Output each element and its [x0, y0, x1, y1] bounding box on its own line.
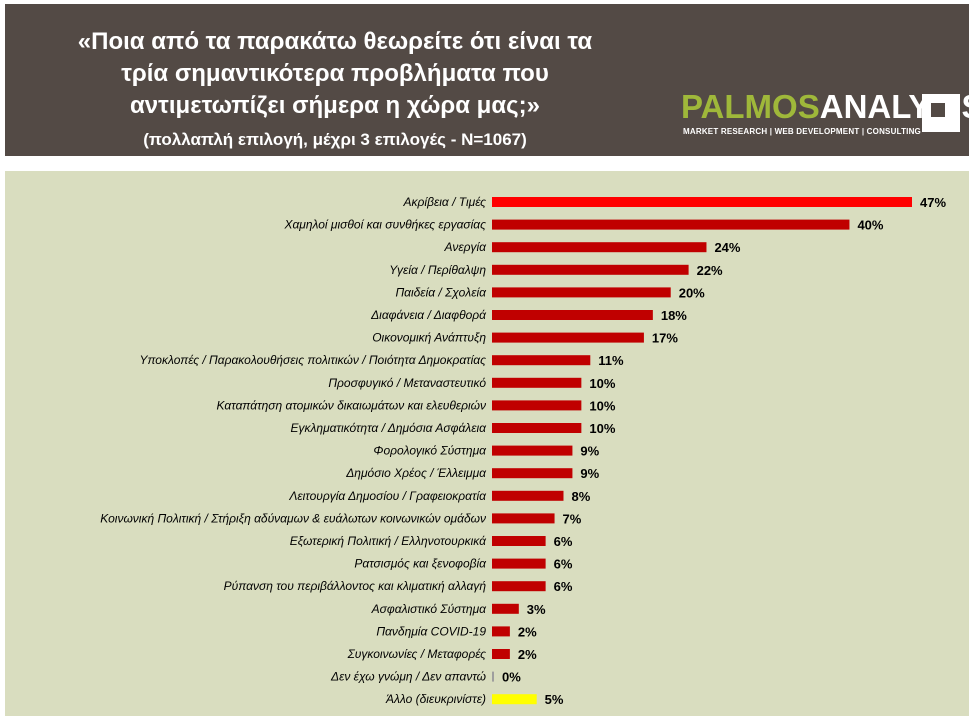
category-label: Ακρίβεια / Τιμές	[403, 195, 487, 209]
title-line-3: αντιμετωπίζει σήμερα η χώρα μας;»	[130, 92, 540, 119]
bar	[492, 603, 519, 614]
category-label: Διαφάνεια / Διαφθορά	[370, 308, 487, 322]
bar-chart: Ακρίβεια / Τιμές 47% Χαμηλοί μισθοί και συ…	[100, 195, 946, 707]
value-label: 9%	[580, 466, 599, 481]
value-label: 9%	[580, 444, 599, 459]
value-label: 10%	[589, 376, 615, 391]
value-label: 8%	[571, 489, 590, 504]
bar	[492, 536, 546, 546]
bar	[492, 197, 912, 207]
bar	[492, 332, 644, 343]
bar	[492, 468, 573, 479]
bar	[492, 694, 537, 705]
value-label: 5%	[545, 692, 564, 707]
value-label: 47%	[920, 195, 946, 210]
chart-subtitle: (πολλαπλή επιλογή, μέχρι 3 επιλογές - Ν=…	[143, 130, 527, 149]
value-label: 11%	[598, 353, 624, 368]
bar	[492, 445, 573, 456]
bar	[492, 626, 510, 637]
bar	[492, 581, 546, 592]
value-label: 3%	[527, 602, 546, 617]
category-label: Οικονομική Ανάπτυξη	[372, 331, 486, 345]
bar	[492, 219, 850, 230]
logo-tagline: MARKET RESEARCH | WEB DEVELOPMENT | CONS…	[683, 127, 921, 136]
category-label: Χαμηλοί μισθοί και συνθήκες εργασίας	[283, 218, 486, 232]
bar	[492, 649, 510, 659]
value-label: 0%	[502, 670, 521, 685]
value-label: 40%	[857, 218, 883, 233]
value-label: 6%	[554, 557, 573, 572]
value-label: 7%	[563, 511, 582, 526]
bar	[492, 490, 564, 501]
palmos-analysis-logo: PALMOSANALYSIS MARKET RESEARCH | WEB DEV…	[681, 88, 973, 140]
category-label: Άλλο (διευκρινίστε)	[385, 692, 486, 706]
bar	[492, 264, 689, 275]
value-label: 6%	[554, 579, 573, 594]
value-label: 10%	[589, 398, 615, 413]
bar	[492, 558, 546, 569]
bar	[492, 377, 582, 388]
category-label: Δημόσιο Χρέος / Έλλειμμα	[345, 466, 487, 480]
value-label: 20%	[679, 285, 705, 300]
bar	[492, 310, 653, 320]
bar	[492, 287, 671, 298]
category-label: Καταπάτηση ατομικών δικαιωμάτων και ελευ…	[217, 398, 486, 412]
category-label: Ανεργία	[444, 240, 488, 254]
category-label: Υγεία / Περίθαλψη	[389, 263, 486, 277]
bar	[492, 671, 494, 682]
category-label: Πανδημία COVID-19	[376, 624, 486, 638]
category-label: Ρατσισμός και ξενοφοβία	[354, 557, 487, 571]
category-label: Φορολογικό Σύστημα	[373, 444, 487, 458]
header-banner: «Ποια από τα παρακάτω θεωρείτε ότι είναι…	[5, 4, 973, 156]
chart-area: Ακρίβεια / Τιμές 47% Χαμηλοί μισθοί και συ…	[5, 171, 969, 716]
value-label: 22%	[697, 263, 723, 278]
bar	[492, 355, 591, 366]
logo-square-icon	[922, 94, 960, 132]
category-label: Συγκοινωνίες / Μεταφορές	[347, 647, 487, 661]
value-label: 17%	[652, 331, 678, 346]
value-label: 2%	[518, 647, 537, 662]
title-line-1: «Ποια από τα παρακάτω θεωρείτε ότι είναι…	[77, 28, 593, 55]
bar	[492, 513, 555, 524]
value-label: 10%	[589, 421, 615, 436]
category-label: Εγκληματικότητα / Δημόσια Ασφάλεια	[291, 421, 488, 435]
category-label: Προσφυγικό / Μεταναστευτικό	[328, 376, 486, 390]
category-label: Κοινωνική Πολιτική / Στήριξη αδύναμων & …	[100, 511, 486, 525]
category-label: Υποκλοπές / Παρακολουθήσεις πολιτικών / …	[139, 353, 486, 367]
bar	[492, 423, 582, 433]
category-label: Εξωτερική Πολιτική / Ελληνοτουρκικά	[290, 534, 487, 548]
value-label: 18%	[661, 308, 687, 323]
category-label: Παιδεία / Σχολεία	[395, 285, 487, 299]
bar	[492, 242, 707, 253]
value-label: 24%	[714, 240, 740, 255]
title-line-2: τρία σημαντικότερα προβλήματα που	[121, 60, 549, 87]
category-label: Λειτουργία Δημοσίου / Γραφειοκρατία	[288, 489, 487, 503]
category-label: Ρύπανση του περιβάλλοντος και κλιματική …	[224, 579, 487, 593]
bar	[492, 400, 582, 411]
chart-title: «Ποια από τα παρακάτω θεωρείτε ότι είναι…	[35, 26, 635, 122]
category-label: Ασφαλιστικό Σύστημα	[371, 602, 487, 616]
value-label: 6%	[554, 534, 573, 549]
category-label: Δεν έχω γνώμη / Δεν απαντώ	[330, 670, 486, 684]
value-label: 2%	[518, 624, 537, 639]
logo-name-part1: PALMOS	[681, 88, 820, 125]
